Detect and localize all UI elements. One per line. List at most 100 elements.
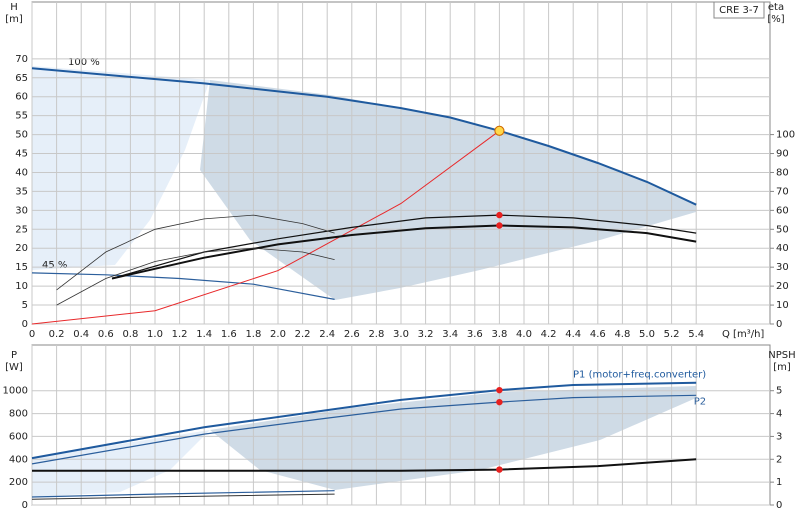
x-tick-label: 1.4 bbox=[196, 329, 212, 340]
y2-tick-label: 80 bbox=[776, 167, 789, 178]
y-axis-label: H bbox=[10, 2, 18, 13]
legend-label: P1 (motor+freq.converter) bbox=[573, 370, 706, 381]
x-tick-label: 2.8 bbox=[368, 329, 384, 340]
x-tick-label: 2.6 bbox=[344, 329, 360, 340]
x-tick-label: 5.4 bbox=[688, 329, 704, 340]
y2-axis-unit: [m] bbox=[773, 362, 791, 373]
x-tick-label: 0.6 bbox=[98, 329, 114, 340]
y2-tick-label: 20 bbox=[776, 281, 789, 292]
operating-point bbox=[496, 211, 503, 219]
curve bbox=[31, 490, 335, 498]
x-tick-label: 4.0 bbox=[516, 329, 532, 340]
y-tick-label: 30 bbox=[15, 205, 28, 216]
x-axis-label: Q [m³/h] bbox=[722, 329, 764, 340]
x-tick-label: 2.0 bbox=[270, 329, 286, 340]
x-tick-label: 1.0 bbox=[147, 329, 163, 340]
curve bbox=[111, 214, 697, 280]
y-tick-label: 65 bbox=[15, 73, 28, 84]
x-tick-label: 3.6 bbox=[467, 329, 483, 340]
y-tick-label: 15 bbox=[15, 262, 28, 273]
y-tick-label: 70 bbox=[15, 54, 28, 65]
y2-tick-label: 0 bbox=[776, 500, 782, 511]
x-tick-label: 0.4 bbox=[73, 329, 89, 340]
duty-point bbox=[494, 125, 505, 136]
y-tick-label: 10 bbox=[15, 281, 28, 292]
y2-tick-label: 40 bbox=[776, 243, 789, 254]
y-tick-label: 1000 bbox=[3, 386, 28, 397]
y2-tick-label: 90 bbox=[776, 149, 789, 160]
curve bbox=[31, 67, 697, 206]
y-axis-unit: [W] bbox=[5, 362, 23, 373]
x-tick-label: 1.2 bbox=[172, 329, 188, 340]
y-tick-label: 45 bbox=[15, 149, 28, 160]
y2-tick-label: 100 bbox=[776, 130, 795, 141]
x-tick-label: 5.0 bbox=[639, 329, 655, 340]
curve bbox=[31, 130, 500, 325]
y-tick-label: 400 bbox=[9, 454, 28, 465]
x-tick-label: 4.2 bbox=[541, 329, 557, 340]
x-tick-label: 0.8 bbox=[122, 329, 138, 340]
operating-area-light bbox=[32, 66, 210, 270]
x-tick-label: 0.2 bbox=[49, 329, 65, 340]
chart-title: CRE 3-7 bbox=[719, 5, 759, 16]
y2-tick-label: 0 bbox=[776, 319, 782, 330]
y2-axis-unit: [%] bbox=[767, 14, 784, 25]
y2-axis-label: eta bbox=[768, 2, 784, 13]
y2-tick-label: 4 bbox=[776, 409, 782, 420]
operating-point bbox=[496, 398, 503, 406]
power-area bbox=[210, 386, 696, 490]
y2-axis-label: NPSH bbox=[768, 350, 795, 361]
y2-tick-label: 5 bbox=[776, 386, 782, 397]
y-tick-label: 0 bbox=[22, 319, 28, 330]
x-tick-label: 3.2 bbox=[418, 329, 434, 340]
annotation: 100 % bbox=[68, 57, 100, 68]
y2-tick-label: 60 bbox=[776, 205, 789, 216]
y2-tick-label: 1 bbox=[776, 477, 782, 488]
y-axis-label: P bbox=[11, 350, 17, 361]
x-tick-label: 1.8 bbox=[245, 329, 261, 340]
x-tick-label: 3.8 bbox=[491, 329, 507, 340]
y2-tick-label: 3 bbox=[776, 431, 782, 442]
y-tick-label: 25 bbox=[15, 224, 28, 235]
y-tick-label: 200 bbox=[9, 477, 28, 488]
curve bbox=[31, 272, 335, 300]
x-tick-label: 4.6 bbox=[590, 329, 606, 340]
curve bbox=[31, 381, 697, 460]
y-tick-label: 50 bbox=[15, 130, 28, 141]
y-tick-label: 800 bbox=[9, 409, 28, 420]
y-tick-label: 35 bbox=[15, 186, 28, 197]
y-tick-label: 55 bbox=[15, 111, 28, 122]
x-tick-label: 2.2 bbox=[295, 329, 311, 340]
curve bbox=[31, 394, 697, 465]
x-tick-label: 4.8 bbox=[614, 329, 630, 340]
operating-point bbox=[496, 222, 503, 229]
operating-point bbox=[496, 466, 503, 473]
curve bbox=[56, 214, 335, 291]
y2-tick-label: 2 bbox=[776, 454, 782, 465]
x-tick-label: 3.0 bbox=[393, 329, 409, 340]
x-tick-label: 4.4 bbox=[565, 329, 581, 340]
annotation: 45 % bbox=[42, 260, 67, 271]
title-box bbox=[713, 1, 765, 19]
curve bbox=[32, 458, 697, 472]
operating-point bbox=[496, 386, 503, 394]
y-tick-label: 0 bbox=[22, 500, 28, 511]
y2-tick-label: 30 bbox=[776, 262, 789, 273]
power-area-light bbox=[32, 430, 210, 497]
y-axis-unit: [m] bbox=[5, 14, 23, 25]
x-tick-label: 0 bbox=[29, 329, 35, 340]
y-tick-label: 20 bbox=[15, 243, 28, 254]
x-tick-label: 1.6 bbox=[221, 329, 237, 340]
y2-tick-label: 50 bbox=[776, 224, 789, 235]
curve bbox=[111, 224, 697, 280]
y2-tick-label: 10 bbox=[776, 300, 789, 311]
y-tick-label: 5 bbox=[22, 300, 28, 311]
curve bbox=[56, 247, 335, 306]
x-tick-label: 5.2 bbox=[664, 329, 680, 340]
curve bbox=[31, 493, 335, 500]
legend-label: P2 bbox=[694, 396, 706, 407]
x-tick-label: 3.4 bbox=[442, 329, 458, 340]
y-tick-label: 600 bbox=[9, 431, 28, 442]
y2-tick-label: 70 bbox=[776, 186, 789, 197]
